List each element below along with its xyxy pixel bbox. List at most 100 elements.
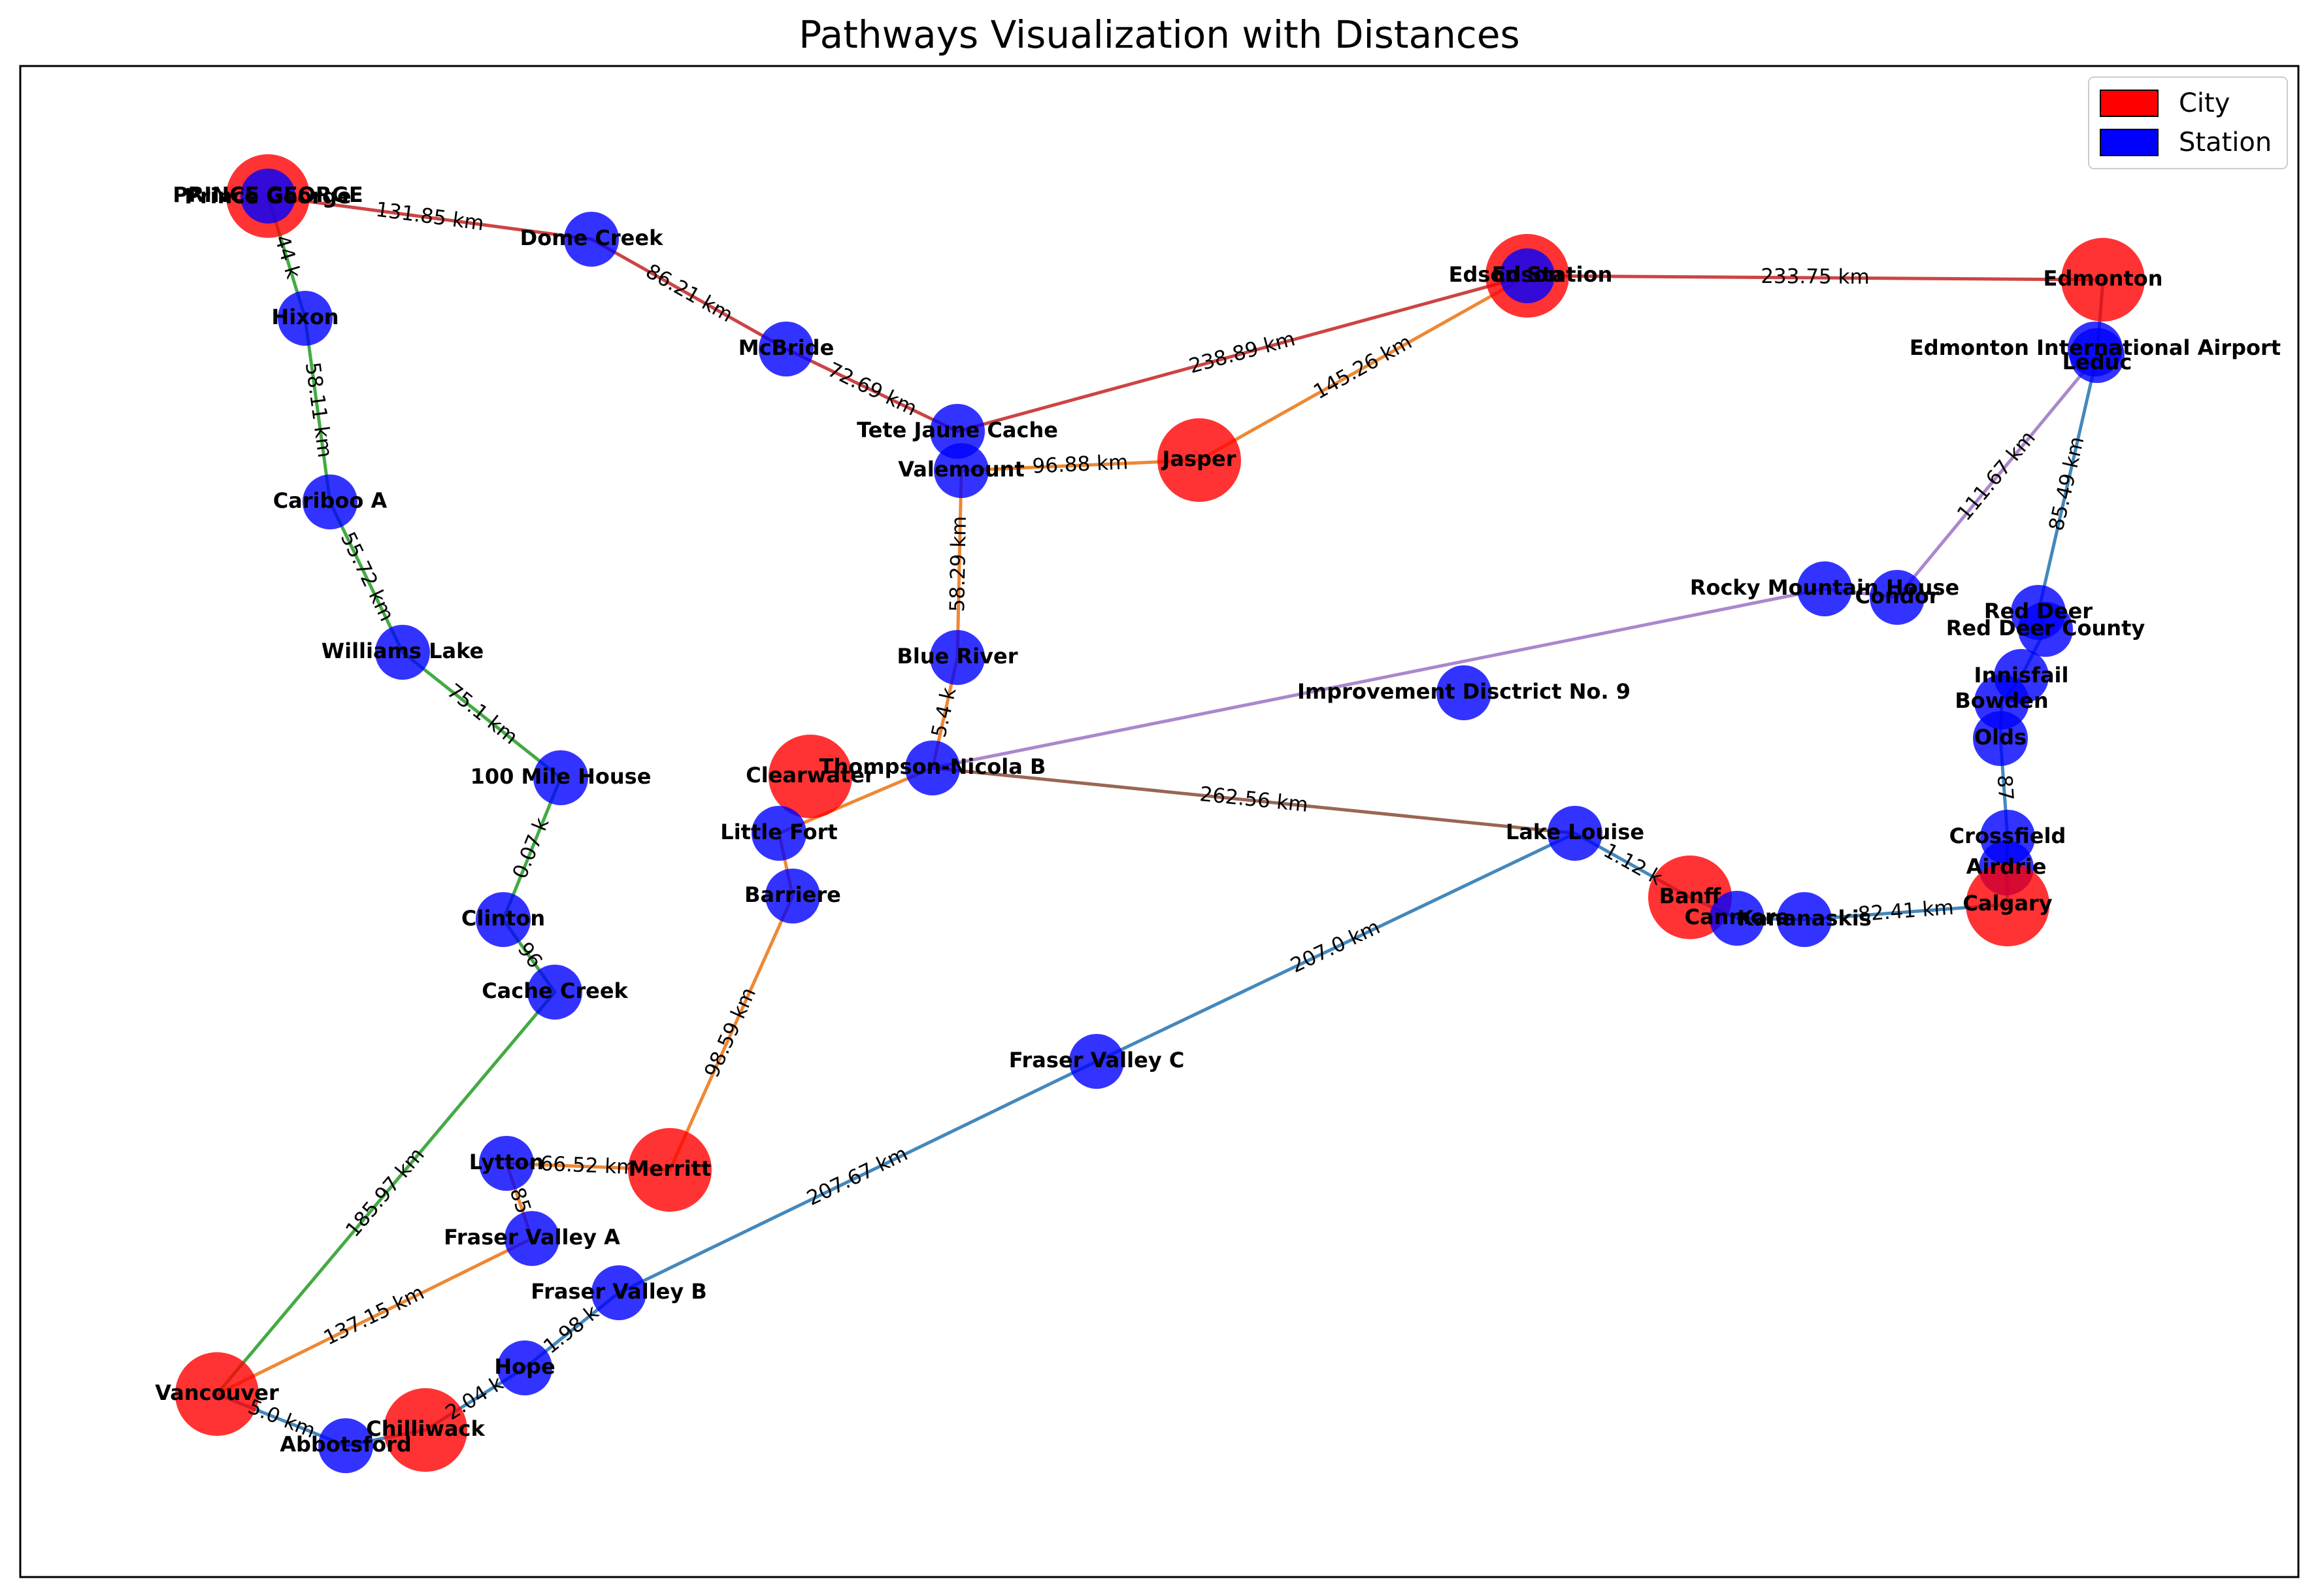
edge-distance-label: 87 (1993, 774, 2018, 801)
node-label-little-fort: Little Fort (720, 820, 837, 844)
node-label-hope: Hope (494, 1354, 555, 1379)
station-node-clinton (476, 892, 531, 947)
node-label-merritt: Merritt (629, 1156, 712, 1181)
station-node-barriere (765, 869, 820, 923)
node-label-fraser-valley-c: Fraser Valley C (1009, 1048, 1185, 1072)
plot-frame (19, 65, 2300, 1578)
node-label-williams-lake: Williams Lake (322, 639, 484, 663)
node-label-airdrie: Airdrie (1966, 854, 2047, 879)
edge-mcbride-to-tete-jaune (784, 347, 959, 433)
legend-label-city: City (2179, 88, 2230, 118)
legend-swatch-city (2100, 90, 2159, 117)
station-node-lake-louise (1548, 806, 1602, 861)
edge-thompson-nicola-to-lake-louise (931, 766, 1577, 835)
station-node-abbotsford (318, 1418, 373, 1473)
station-node-edson-station (1500, 248, 1555, 303)
edge-hixon-to-cariboo-a (303, 316, 332, 504)
node-label-bowden: Bowden (1955, 688, 2048, 713)
edge-williams-lake-to-hundred-mile (401, 650, 563, 780)
node-label-edson-station: Edson Station (1449, 262, 1613, 287)
node-label-canmore: Canmore (1685, 905, 1790, 929)
station-node-fraser-valley-a (505, 1211, 559, 1266)
node-label-edson: Edson (1492, 262, 1563, 287)
edge-cariboo-a-to-williams-lake (328, 500, 405, 654)
station-node-cariboo-a (303, 474, 357, 529)
node-label-lake-louise: Lake Louise (1506, 820, 1644, 844)
node-label-clinton: Clinton (461, 906, 545, 931)
node-label-olds: Olds (1974, 725, 2027, 750)
nodes-layer (175, 154, 2145, 1473)
city-node-merritt (628, 1128, 712, 1212)
node-label-banff: Banff (1659, 884, 1722, 908)
edge-dome-creek-to-mcbride (589, 237, 788, 351)
node-label-valemount: Valemount (898, 457, 1024, 482)
city-node-calgary (1966, 863, 2049, 946)
node-label-jasper: Jasper (1161, 446, 1236, 471)
node-label-dome-creek: Dome Creek (520, 225, 663, 250)
edge-cache-creek-to-vancouver (215, 990, 557, 1396)
edge-distance-label: 233.75 km (1761, 265, 1870, 289)
edge-fraser-c-to-fraser-b (617, 1059, 1099, 1295)
node-label-rocky-mountain-house: Rocky Mountain House (1690, 575, 1959, 600)
node-label-cache-creek: Cache Creek (482, 978, 628, 1003)
station-node-cache-creek (527, 965, 582, 1020)
node-label-barriere: Barriere (744, 882, 841, 907)
node-label-thompson-nicola-b: Thompson-Nicola B (820, 754, 1046, 779)
node-label-red-deer: Red Deer (1984, 599, 2093, 623)
city-node-jasper (1157, 418, 1241, 502)
city-node-chilliwack (384, 1388, 467, 1472)
edge-edson-to-edmonton (1525, 274, 2105, 282)
station-node-fraser-valley-c (1069, 1034, 1124, 1089)
edge-condor-to-leduc (1895, 354, 2099, 599)
station-node-valemount (934, 443, 989, 498)
station-node-dome-creek (564, 212, 619, 267)
legend-label-station: Station (2179, 127, 2272, 158)
node-label-blue-river: Blue River (897, 644, 1018, 669)
edge-barriere-to-merritt (668, 894, 795, 1172)
edge-tete-jaune-to-edson (955, 274, 1529, 433)
station-node-canmore (1710, 891, 1764, 946)
station-node-condor (1870, 570, 1925, 625)
node-label-improvement-disctrict-no-9: Improvement Disctrict No. 9 (1297, 679, 1631, 704)
node-label-kananaskis: Kananaskis (1737, 906, 1871, 931)
legend-items: City Station (2100, 88, 2272, 158)
station-node-williams-lake (375, 625, 430, 680)
node-label-100-mile-house: 100 Mile House (471, 764, 652, 789)
node-label-calgary: Calgary (1962, 891, 2052, 916)
node-label-hixon: Hixon (271, 305, 339, 329)
station-node-kananaskis (1777, 892, 1832, 947)
station-node-hope (497, 1340, 552, 1395)
node-label-leduc: Leduc (2062, 350, 2132, 374)
city-node-clearwater (769, 735, 852, 818)
station-node-fraser-valley-b (591, 1265, 646, 1320)
node-label-clearwater: Clearwater (746, 763, 875, 788)
node-label-red-deer-county: Red Deer County (1946, 616, 2145, 640)
station-node-olds (1973, 711, 2028, 766)
station-node-hixon (278, 291, 333, 346)
edge-thompson-nicola-to-rocky-mountain (931, 587, 1827, 770)
edge-prince-george-to-dome-creek (266, 194, 593, 241)
station-node-rocky-mountain-house (1797, 561, 1852, 616)
edge-valemount-to-blue-river (955, 469, 963, 659)
edge-fraser-a-to-vancouver (215, 1237, 534, 1396)
city-node-edmonton (2061, 238, 2145, 322)
station-node-mcbride (759, 322, 814, 376)
city-node-vancouver (175, 1352, 259, 1436)
edge-distance-label: 96.88 km (1032, 450, 1129, 478)
node-label-prince-george: PRINCE GEORGE (173, 182, 363, 207)
edges-layer (215, 194, 2105, 1448)
station-node-improvement-disctrict-no-9 (1436, 665, 1491, 720)
station-node-lytton (479, 1136, 534, 1191)
node-label-abbotsford: Abbotsford (280, 1432, 412, 1457)
node-label-edmonton: Edmonton (2044, 266, 2163, 291)
node-label-condor: Condor (1855, 584, 1940, 608)
node-label-fraser-valley-a: Fraser Valley A (444, 1225, 620, 1250)
node-label-cariboo-a: Cariboo A (273, 488, 388, 513)
legend: City Station (2088, 76, 2288, 169)
node-label-innisfail: Innisfail (1974, 663, 2069, 688)
node-label-prince-george: Prince George (184, 184, 351, 208)
node-label-chilliwack: Chilliwack (366, 1416, 485, 1441)
edge-distance-label: 58.29 km (946, 516, 971, 612)
